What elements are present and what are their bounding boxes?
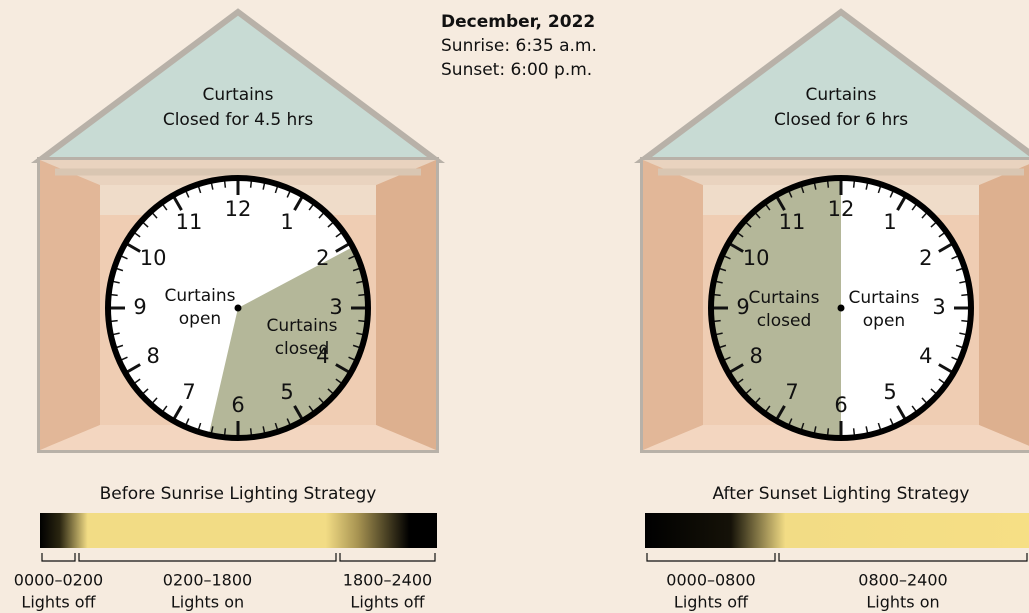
left-wall xyxy=(643,160,703,450)
segment-hours: 0800–2400 xyxy=(858,571,947,590)
clock-number: 2 xyxy=(919,246,932,270)
page: December, 2022 Sunrise: 6:35 a.m. Sunset… xyxy=(0,0,1029,613)
clock-number: 8 xyxy=(146,344,159,368)
clock-number: 5 xyxy=(883,380,896,404)
clock-number: 5 xyxy=(280,380,293,404)
open-label: Curtains xyxy=(848,288,919,308)
segment-hours: 1800–2400 xyxy=(343,571,432,590)
segment-hours: 0200–1800 xyxy=(163,571,252,590)
clock-number: 3 xyxy=(932,295,945,319)
header-title: December, 2022 xyxy=(441,12,595,32)
clock-number: 11 xyxy=(176,210,203,234)
open-label: open xyxy=(863,311,905,331)
segment-state: Lights on xyxy=(866,593,939,612)
closed-label: closed xyxy=(275,339,330,359)
closed-label: closed xyxy=(757,311,812,331)
clock-number: 10 xyxy=(140,246,167,270)
segment-state: Lights on xyxy=(171,593,244,612)
sunset: Sunset: 6:00 p.m. xyxy=(441,60,592,80)
sunrise: Sunrise: 6:35 a.m. xyxy=(441,36,597,56)
segment-state: Lights off xyxy=(21,593,96,612)
bracket xyxy=(647,553,775,561)
roof-label: Curtains xyxy=(202,85,273,105)
clock-number: 12 xyxy=(225,197,252,221)
clock-number: 6 xyxy=(231,393,244,417)
segment-state: Lights off xyxy=(674,593,749,612)
open-label: Curtains xyxy=(164,286,235,306)
clock-number: 10 xyxy=(743,246,770,270)
roof-label: Closed for 4.5 hrs xyxy=(163,110,313,130)
lighting-bar xyxy=(40,513,437,548)
segment-hours: 0000–0800 xyxy=(666,571,755,590)
right-wall xyxy=(376,160,436,450)
closed-label: Curtains xyxy=(266,316,337,336)
left-wall xyxy=(40,160,100,450)
segment-hours: 0000–0200 xyxy=(14,571,103,590)
clock-number: 6 xyxy=(834,393,847,417)
clock-center xyxy=(235,305,242,312)
roof-label: Closed for 6 hrs xyxy=(774,110,908,130)
bracket xyxy=(42,553,75,561)
bracket xyxy=(779,553,1027,561)
open-label: open xyxy=(179,309,221,329)
bracket xyxy=(340,553,435,561)
clock-number: 4 xyxy=(919,344,932,368)
closed-label: Curtains xyxy=(748,288,819,308)
clock-number: 1 xyxy=(883,210,896,234)
clock-number: 1 xyxy=(280,210,293,234)
clock-number: 2 xyxy=(316,246,329,270)
clock-number: 9 xyxy=(133,295,146,319)
clock-number: 11 xyxy=(779,210,806,234)
segment-state: Lights off xyxy=(350,593,425,612)
clock-center xyxy=(838,305,845,312)
strategy-title: Before Sunrise Lighting Strategy xyxy=(100,484,377,504)
clock-number: 7 xyxy=(182,380,195,404)
lighting-bar xyxy=(645,513,1029,548)
right-wall xyxy=(979,160,1029,450)
clock-number: 8 xyxy=(749,344,762,368)
clock-number: 7 xyxy=(785,380,798,404)
clock-number: 12 xyxy=(828,197,855,221)
roof-label: Curtains xyxy=(805,85,876,105)
strategy-title: After Sunset Lighting Strategy xyxy=(713,484,970,504)
bracket xyxy=(79,553,336,561)
